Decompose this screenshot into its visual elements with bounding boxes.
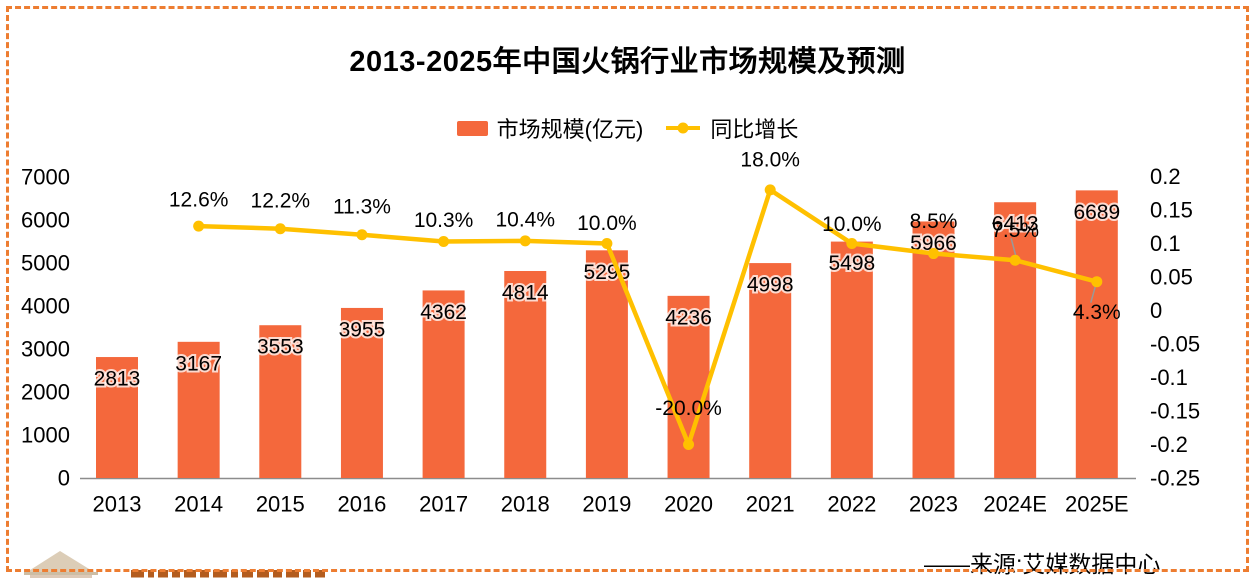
label-leader-line (1010, 238, 1017, 258)
x-axis-tick: 2021 (746, 492, 795, 517)
growth-point-label: 8.5% (910, 210, 958, 233)
bar-2023 (912, 221, 955, 478)
bar-2019 (585, 250, 628, 478)
right-axis-tick: 0.15 (1150, 198, 1193, 223)
bar-2025E (1075, 190, 1118, 479)
left-axis-tick: 2000 (21, 380, 70, 405)
growth-point-label: 4.3% (1073, 301, 1121, 324)
x-axis-tick: 2022 (827, 492, 876, 517)
bar-2021 (749, 263, 792, 478)
legend: 市场规模(亿元) 同比增长 (0, 112, 1255, 144)
line-point (1009, 254, 1021, 266)
line-point (601, 238, 613, 249)
left-axis-tick: 6000 (21, 208, 70, 233)
legend-bar-swatch (456, 120, 488, 136)
bar-2015 (259, 325, 302, 478)
right-axis-tick: -0.15 (1150, 399, 1200, 424)
left-axis-tick: 1000 (21, 423, 70, 448)
growth-point-label: 12.2% (251, 189, 311, 212)
line-point (356, 229, 368, 241)
bar-value-label: 2813 (94, 368, 141, 391)
right-axis-tick: 0.2 (1150, 164, 1181, 189)
line-point (846, 238, 858, 249)
x-axis-tick: 2018 (501, 492, 550, 517)
bar-value-label: 3553 (257, 336, 304, 359)
legend-line-glyph (666, 122, 701, 134)
legend-line-label: 同比增长 (710, 117, 799, 142)
line-point (274, 223, 286, 235)
left-axis-tick: 3000 (21, 337, 70, 362)
line-point (764, 184, 776, 196)
bar-value-label: 4362 (420, 301, 467, 324)
bar-2016 (340, 307, 383, 478)
right-axis-tick: 0 (1150, 298, 1162, 323)
growth-point-label: 10.0% (822, 213, 882, 236)
growth-point-label: -20.0% (655, 397, 722, 420)
x-axis-tick: 2024E (983, 492, 1047, 517)
x-axis-tick: 2019 (582, 492, 631, 517)
x-axis-tick: 2015 (256, 492, 305, 517)
right-axis-tick: 0.05 (1150, 265, 1193, 290)
line-point (1091, 276, 1103, 288)
legend-line-icon (665, 121, 701, 135)
line-point (519, 235, 531, 247)
bar-2022 (830, 241, 873, 478)
bar-2024E (994, 202, 1037, 478)
chart-title: 2013-2025年中国火锅行业市场规模及预测 (349, 46, 906, 78)
legend-bar-label: 市场规模(亿元) (496, 117, 644, 142)
right-axis-tick: -0.05 (1150, 332, 1200, 357)
growth-line (196, 187, 1100, 447)
line-point (438, 235, 450, 247)
right-axis-tick: -0.25 (1150, 466, 1200, 491)
bar-value-label: 6689 (1073, 201, 1120, 224)
line-point (683, 439, 695, 450)
bar-value-label: 4236 (665, 306, 712, 329)
bar-2013 (96, 357, 138, 478)
bar-value-label: 3167 (175, 352, 222, 375)
bar-2014 (177, 341, 220, 478)
right-axis-tick: -0.1 (1150, 365, 1188, 390)
source-text: ——来源:艾媒数据中心 (924, 551, 1161, 577)
bar-value-label: 3955 (339, 318, 386, 341)
line-point (193, 220, 205, 232)
left-axis-tick: 0 (58, 466, 70, 491)
growth-point-label: 10.4% (495, 208, 555, 231)
left-axis-tick: 5000 (21, 251, 70, 276)
growth-point-label: 18.0% (740, 148, 800, 171)
left-axis-tick: 7000 (21, 165, 70, 190)
left-axis-tick: 4000 (21, 294, 70, 319)
label-leader-line (1090, 284, 1097, 303)
bar-value-label: 4998 (747, 274, 794, 297)
x-axis-tick: 2014 (174, 492, 223, 517)
x-axis-tick: 2017 (419, 492, 468, 517)
growth-point-label: 12.6% (169, 189, 229, 212)
growth-point-label: 11.3% (333, 195, 391, 218)
x-axis-tick: 2020 (664, 492, 713, 517)
right-axis-tick: 0.1 (1150, 231, 1181, 256)
x-axis-tick: 2016 (337, 492, 386, 517)
right-axis-tick: -0.2 (1150, 432, 1188, 457)
x-axis-tick: 2023 (909, 492, 958, 517)
growth-point-label: 7.5% (991, 219, 1039, 242)
growth-point-label: 10.3% (414, 209, 474, 232)
bar-value-label: 6413 (992, 213, 1039, 236)
bar-2017 (422, 290, 465, 478)
line-point (928, 248, 939, 260)
bar-value-label: 5498 (828, 252, 875, 275)
growth-point-label: 10.0% (577, 212, 637, 235)
x-axis-tick: 2025E (1065, 492, 1129, 517)
bar-2018 (504, 270, 547, 478)
x-axis-tick: 2013 (93, 492, 142, 517)
bar-value-label: 4814 (502, 281, 549, 304)
